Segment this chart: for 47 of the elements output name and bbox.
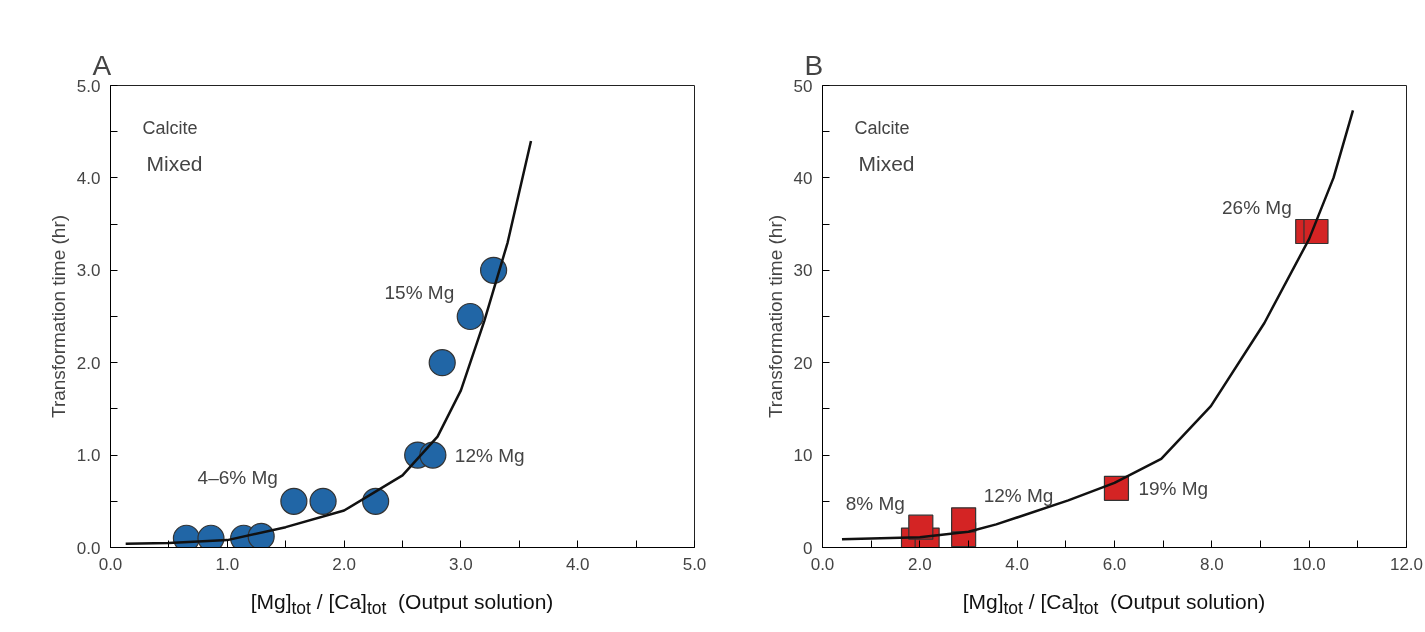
- y-tick-label: 2.0: [76, 353, 101, 373]
- x-tick-label: 8.0: [1200, 554, 1224, 574]
- y-tick-label: 0: [803, 538, 813, 558]
- x-tick-label: 12.0: [1389, 554, 1424, 574]
- x-tick-label: 4.0: [1005, 554, 1029, 574]
- annotation: Calcite: [854, 117, 910, 138]
- x-tick-label: 5.0: [682, 554, 707, 574]
- y-axis-title: Transformation time (hr): [47, 214, 69, 419]
- line-series: [124, 139, 533, 546]
- annotation: Calcite: [142, 117, 198, 138]
- x-tick-label: 6.0: [1102, 554, 1127, 574]
- point: [280, 487, 308, 515]
- point: [428, 349, 456, 377]
- y-tick-label: 30: [793, 261, 813, 281]
- annotation: 8% Mg: [845, 492, 905, 514]
- y-tick-label: 20: [793, 353, 813, 373]
- x-tick-label: 2.0: [332, 554, 356, 574]
- y-tick-label: 10: [793, 446, 813, 466]
- y-tick-label: 3.0: [76, 261, 101, 281]
- x-tick-label: 10.0: [1292, 554, 1326, 574]
- x-tick-label: 3.0: [449, 554, 473, 574]
- annotation: 12% Mg: [983, 485, 1054, 507]
- annotation: Mixed: [858, 152, 915, 175]
- point: [456, 302, 484, 331]
- annotation: 15% Mg: [384, 282, 455, 303]
- annotation: 19% Mg: [1138, 477, 1209, 499]
- annotation: Mixed: [146, 152, 203, 175]
- y-tick-label: 0.0: [76, 538, 101, 558]
- annotation: 4–6% Mg: [197, 466, 278, 488]
- x-tick-label: 2.0: [908, 554, 932, 574]
- x-tick-label: 1.0: [215, 554, 240, 574]
- point: [362, 487, 390, 515]
- x-axis-title: [Mg]$_{tot}$ / [Ca]$_{tot}$ (Output solution): [962, 589, 1266, 621]
- y-tick-label: 4.0: [76, 168, 101, 188]
- x-tick-label: 0.0: [810, 554, 835, 574]
- x-tick-label: 0.0: [98, 554, 123, 574]
- x-tick-label: 4.0: [565, 554, 590, 574]
- y-tick-label: 1.0: [76, 446, 101, 466]
- annotation: 26% Mg: [1222, 196, 1292, 218]
- line-series: [840, 109, 1355, 541]
- x-axis-title: [Mg]$_{tot}$ / [Ca]$_{tot}$ (Output solution): [250, 589, 554, 621]
- y-axis-title: Transformation time (hr): [764, 214, 786, 419]
- point: [419, 441, 447, 469]
- y-tick-label: 40: [793, 168, 813, 188]
- point: [951, 507, 977, 533]
- annotation: 12% Mg: [454, 444, 525, 466]
- point: [309, 487, 337, 515]
